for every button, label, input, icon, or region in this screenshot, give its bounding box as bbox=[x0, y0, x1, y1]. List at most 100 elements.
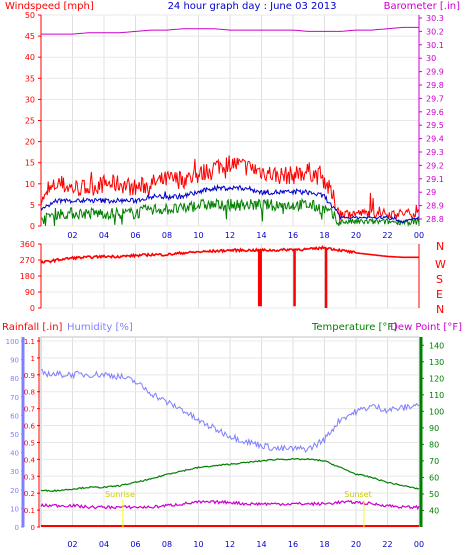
wind-direction-dip bbox=[324, 247, 328, 308]
wind-tick-label: 5 bbox=[30, 201, 35, 210]
baro-tick-label: 29.4 bbox=[426, 135, 444, 144]
rain-tick-label: 0.8 bbox=[24, 389, 35, 397]
wind-direction-dip bbox=[293, 249, 296, 307]
baro-tick-label: 29.1 bbox=[426, 175, 444, 184]
x-tick-label: 22 bbox=[382, 540, 392, 549]
dewpoint-axis-title: Dew Point [°F] bbox=[390, 322, 462, 333]
x-tick-label: 00 bbox=[414, 540, 424, 549]
x-tick-label: 02 bbox=[67, 540, 77, 549]
x-tick-label: 18 bbox=[319, 540, 329, 549]
x-tick-label: 04 bbox=[99, 540, 109, 549]
rain-tick-label: 1.1 bbox=[24, 338, 35, 346]
baro-tick-label: 29.8 bbox=[426, 81, 444, 90]
x-tick-label: 04 bbox=[99, 231, 109, 240]
barometer-line bbox=[41, 26, 419, 35]
temp-tick-label: 120 bbox=[429, 374, 444, 383]
rain-tick-label: 0.5 bbox=[24, 439, 35, 447]
temp-tick-label: 40 bbox=[429, 506, 439, 515]
x-tick-label: 14 bbox=[256, 231, 266, 240]
temp-tick-label: 50 bbox=[429, 490, 439, 499]
temp-tick-label: 90 bbox=[429, 424, 439, 433]
x-tick-label: 20 bbox=[351, 540, 361, 549]
humidity-line bbox=[40, 369, 420, 454]
baro-tick-label: 30 bbox=[426, 54, 436, 63]
x-tick-label: 22 bbox=[382, 231, 392, 240]
temperature-axis-title: Temperature [°F] bbox=[311, 322, 397, 333]
baro-tick-label: 30.1 bbox=[426, 41, 444, 50]
hum-tick-label: 40 bbox=[10, 450, 19, 458]
wind-direction-line bbox=[40, 244, 419, 264]
wind-tick-label: 45 bbox=[25, 32, 35, 41]
wind-low-line bbox=[40, 197, 420, 227]
wind-average-line bbox=[40, 183, 419, 224]
compass-label: W bbox=[435, 258, 446, 271]
sunset-label: Sunset bbox=[344, 490, 371, 499]
compass-label: N bbox=[436, 240, 444, 253]
tick-labels: 0202040406060808101012121414161618182020… bbox=[6, 11, 445, 549]
rain-tick-label: 0.7 bbox=[24, 406, 35, 414]
dir-tick-label: 270 bbox=[20, 256, 35, 265]
wind-tick-label: 20 bbox=[25, 138, 35, 147]
hum-tick-label: 50 bbox=[10, 431, 19, 439]
wind-axis-title: Windspeed [mph] bbox=[5, 1, 94, 12]
temp-tick-label: 80 bbox=[429, 440, 439, 449]
baro-tick-label: 29.6 bbox=[426, 108, 444, 117]
rain-tick-label: 0.4 bbox=[24, 456, 36, 464]
temp-tick-label: 130 bbox=[429, 358, 444, 367]
wind-tick-label: 25 bbox=[25, 117, 35, 126]
temp-tick-label: 60 bbox=[429, 473, 439, 482]
compass-label: N bbox=[436, 303, 444, 316]
wind-tick-label: 35 bbox=[25, 74, 35, 83]
x-tick-label: 02 bbox=[67, 231, 77, 240]
hum-tick-label: 20 bbox=[10, 487, 19, 495]
temp-tick-label: 100 bbox=[429, 407, 444, 416]
wind-tick-label: 50 bbox=[25, 11, 35, 20]
dir-tick-label: 0 bbox=[30, 304, 35, 313]
hum-tick-label: 70 bbox=[10, 394, 19, 402]
series-layer bbox=[40, 26, 420, 527]
hum-tick-label: 60 bbox=[10, 412, 19, 420]
rain-axis-title: Rainfall [.in] bbox=[2, 322, 63, 333]
sunrise-label: Sunrise bbox=[105, 490, 135, 499]
x-tick-label: 16 bbox=[288, 540, 298, 549]
hum-tick-label: 30 bbox=[10, 468, 19, 476]
baro-tick-label: 28.9 bbox=[426, 202, 444, 211]
baro-tick-label: 29.9 bbox=[426, 68, 444, 77]
hum-tick-label: 80 bbox=[10, 375, 19, 383]
wind-tick-label: 40 bbox=[25, 53, 35, 62]
dir-tick-label: 360 bbox=[20, 240, 35, 249]
axis-lines bbox=[21, 14, 424, 528]
rain-tick-label: 0.6 bbox=[24, 423, 36, 431]
wind-tick-label: 0 bbox=[30, 222, 35, 231]
temperature-line bbox=[40, 457, 420, 493]
baro-tick-label: 29.2 bbox=[426, 161, 444, 170]
humidity-axis-title: Humidity [%] bbox=[67, 322, 133, 333]
dir-tick-label: 90 bbox=[25, 288, 35, 297]
x-tick-label: 14 bbox=[256, 540, 266, 549]
hum-tick-label: 0 bbox=[15, 524, 19, 532]
x-tick-label: 10 bbox=[193, 231, 203, 240]
wind-tick-label: 10 bbox=[25, 180, 35, 189]
baro-tick-label: 29.3 bbox=[426, 148, 444, 157]
wind-gust-line bbox=[40, 155, 420, 222]
x-tick-label: 16 bbox=[288, 231, 298, 240]
baro-tick-label: 29.5 bbox=[426, 121, 444, 130]
x-tick-label: 12 bbox=[225, 231, 235, 240]
rain-tick-label: 0.2 bbox=[24, 490, 35, 498]
x-tick-label: 08 bbox=[162, 231, 172, 240]
temp-tick-label: 140 bbox=[429, 341, 444, 350]
baro-tick-label: 30.2 bbox=[426, 27, 444, 36]
x-tick-label: 00 bbox=[414, 231, 424, 240]
x-tick-label: 06 bbox=[130, 231, 140, 240]
dewpoint-line bbox=[40, 499, 420, 511]
baro-tick-label: 29.7 bbox=[426, 94, 444, 103]
compass-label: S bbox=[436, 273, 443, 286]
baro-tick-label: 30.3 bbox=[426, 14, 444, 23]
compass-label: E bbox=[436, 288, 443, 301]
wind-tick-label: 15 bbox=[25, 159, 35, 168]
rain-tick-label: 1 bbox=[31, 355, 35, 363]
wind-tick-label: 30 bbox=[25, 95, 35, 104]
x-tick-label: 08 bbox=[162, 540, 172, 549]
